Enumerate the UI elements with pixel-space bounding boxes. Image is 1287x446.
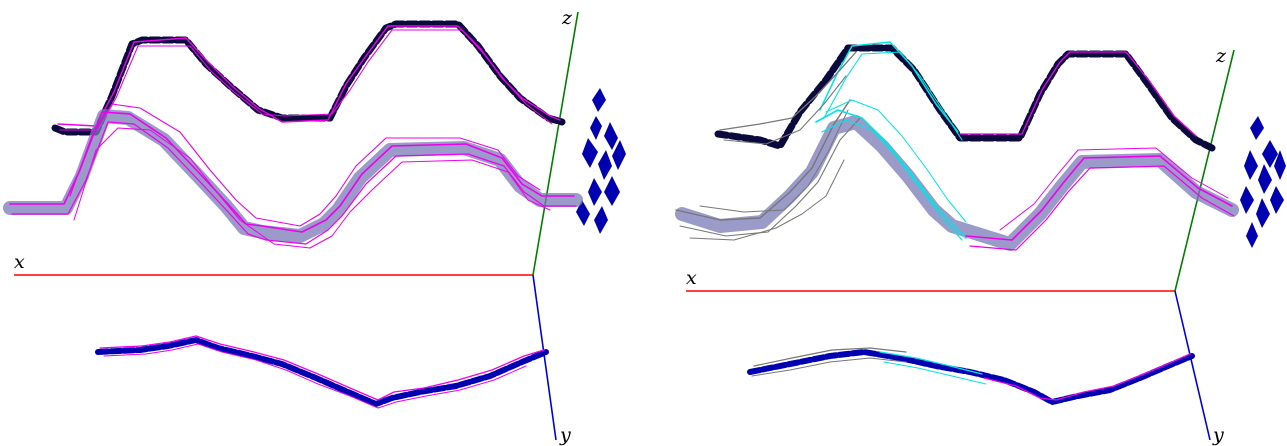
y-axis-label-right: y <box>1212 424 1224 446</box>
trajectory-fit-right <box>965 147 1235 251</box>
projection-xy-left <box>95 335 549 409</box>
projection-yz-left <box>576 88 626 234</box>
z-axis-left <box>532 11 579 276</box>
x-axis-label-left: x <box>14 251 25 273</box>
projection-yz-right <box>1240 116 1286 248</box>
trajectory-cyan-right <box>815 99 967 241</box>
y-axis-label-left: y <box>559 424 571 446</box>
x-axis-label-right: x <box>686 267 697 289</box>
panel-right: x z y <box>675 41 1286 446</box>
projection-xz-left <box>51 20 566 136</box>
z-axis-right <box>1174 49 1235 292</box>
y-axis-right <box>1174 290 1211 441</box>
trajectory-fit-left <box>9 103 577 249</box>
trajectory-shadow-left <box>3 109 583 243</box>
y-axis-left <box>532 274 557 441</box>
projection-xy-right <box>747 347 1195 405</box>
trajectory-gray-right <box>675 99 861 241</box>
trajectory-shadow-right <box>675 115 1239 251</box>
z-axis-label-left: z <box>561 7 573 29</box>
z-axis-label-right: z <box>1215 45 1227 67</box>
projection-xz-right <box>714 41 1216 152</box>
panel-left: x z y <box>3 7 626 446</box>
